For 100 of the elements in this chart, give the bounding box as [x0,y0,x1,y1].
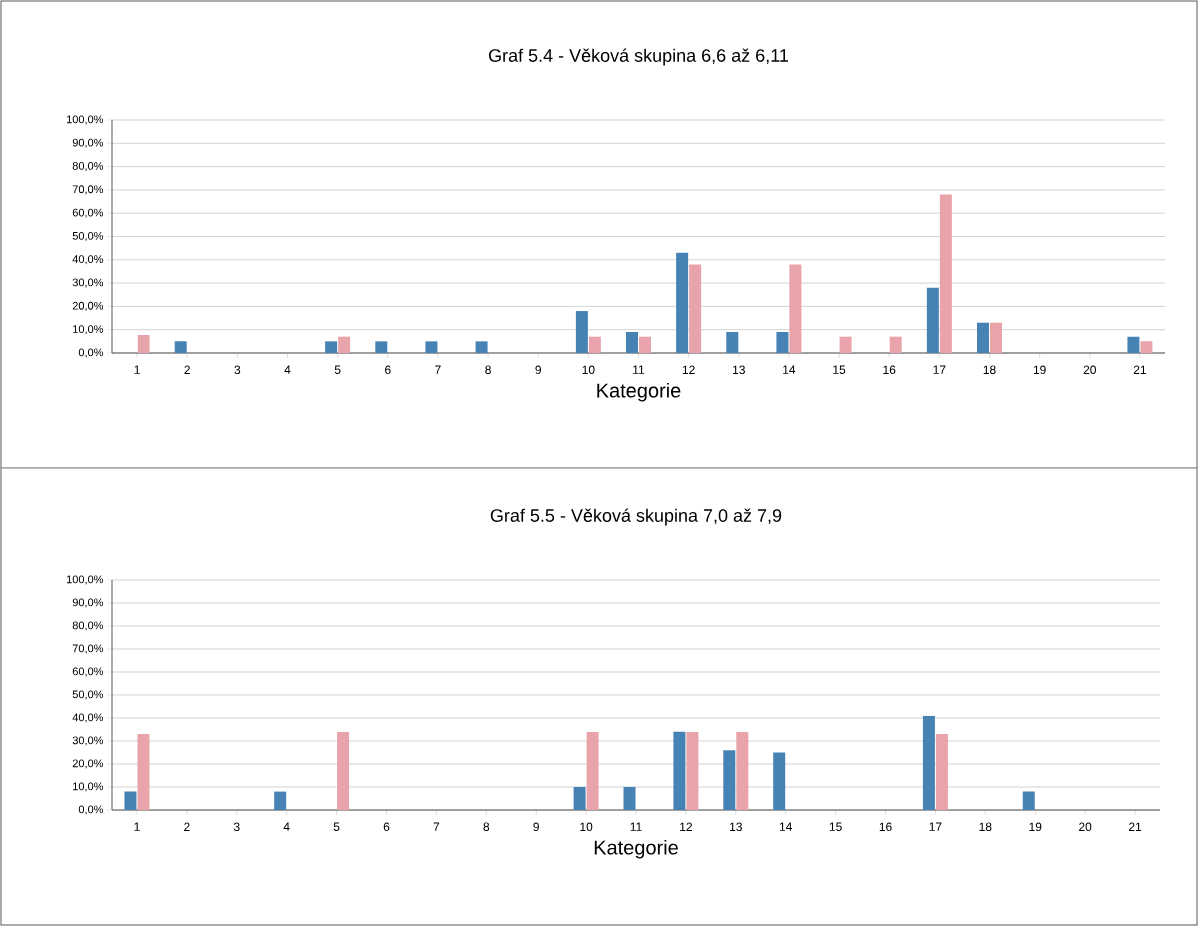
x-tick-label: 4 [283,822,290,831]
x-tick-label: 16 [879,822,892,832]
bar [375,341,388,353]
y-tick-label: 90,0% [72,598,104,608]
x-axis-title: Kategorie [594,839,678,859]
x-tick-label: 11 [630,822,642,831]
bar [325,341,338,353]
x-tick-label: 19 [1029,822,1042,832]
x-tick-label: 20 [1079,822,1092,832]
bar [935,734,948,810]
bar [573,787,586,810]
x-axis-title: Kategorie [597,382,681,402]
y-tick-label: 0,0% [78,805,104,815]
bar [676,252,689,353]
y-tick-label: 100,0% [66,115,104,125]
x-tick-label: 9 [535,365,541,375]
x-tick-label: 21 [1128,822,1142,831]
chart-title: Graf 5.5 - Věková skupina 7,0 až 7,9 [490,508,782,526]
x-tick-label: 13 [733,365,745,375]
y-tick-label: 40,0% [72,255,104,265]
x-tick-label: 7 [435,365,441,374]
y-tick-label: 0,0% [78,348,104,358]
bar [137,734,150,810]
bar [990,322,1002,353]
x-tick-label: 11 [633,365,645,374]
x-tick-label: 12 [680,822,692,831]
x-tick-label: 7 [433,822,440,831]
y-tick-label: 70,0% [72,644,104,654]
y-tick-label: 50,0% [72,231,104,242]
x-tick-label: 19 [1033,365,1046,375]
bar [726,332,739,353]
y-tick-label: 70,0% [72,185,104,195]
x-tick-label: 14 [779,822,793,831]
x-tick-label: 4 [284,365,291,374]
bar [686,731,699,810]
x-tick-label: 12 [682,365,695,374]
bar [789,264,802,353]
bar [338,336,351,353]
y-tick-label: 10,0% [73,782,104,792]
y-tick-label: 80,0% [72,162,104,172]
bar [124,791,137,810]
bar [1127,336,1140,353]
x-tick-label: 2 [184,365,190,374]
bar [137,335,150,353]
bar [889,336,902,353]
x-tick-label: 17 [929,822,942,831]
bar [922,715,935,810]
y-tick-label: 80,0% [72,621,104,631]
bar [425,341,438,353]
x-tick-label: 3 [233,822,240,832]
x-tick-label: 3 [234,365,241,375]
y-tick-label: 30,0% [72,736,104,746]
x-tick-label: 1 [134,365,140,374]
x-tick-label: 14 [783,365,796,374]
x-tick-label: 17 [933,365,946,374]
bar [623,787,636,810]
bar [723,750,736,810]
x-tick-label: 18 [979,822,992,832]
y-tick-label: 60,0% [72,667,104,677]
bar [977,322,989,353]
y-tick-label: 30,0% [72,278,104,288]
y-tick-label: 20,0% [72,759,104,769]
bar [588,336,601,353]
y-tick-label: 60,0% [72,208,104,218]
y-tick-label: 20,0% [72,301,104,311]
bar [639,336,651,353]
x-tick-label: 15 [833,365,846,374]
x-tick-label: 13 [730,822,742,832]
chart-title: Graf 5.4 - Věková skupina 6,6 až 6,11 [488,48,789,66]
bar [773,752,786,810]
bar [586,731,599,810]
bar [839,336,852,353]
bar [174,341,187,353]
bar [575,311,588,353]
x-tick-label: 1 [134,822,140,831]
x-tick-label: 10 [582,365,595,375]
bar [475,341,488,353]
bar [776,332,789,353]
y-tick-label: 10,0% [73,325,104,335]
x-tick-label: 18 [983,365,996,375]
bar [939,194,952,353]
x-tick-label: 2 [184,822,190,831]
x-tick-label: 8 [483,822,490,832]
x-tick-label: 8 [485,365,491,375]
bar [689,264,702,353]
x-tick-label: 9 [533,822,539,832]
bar [274,791,287,810]
x-tick-label: 5 [334,365,341,374]
x-tick-label: 16 [883,365,896,375]
bar [736,731,749,810]
x-tick-label: 20 [1083,365,1096,375]
x-tick-label: 10 [580,822,593,832]
y-tick-label: 90,0% [72,138,104,148]
y-tick-label: 50,0% [72,690,104,700]
x-tick-label: 6 [385,365,391,375]
bar [1022,791,1035,810]
bar [1140,341,1153,353]
x-tick-label: 15 [829,822,842,831]
bar [673,731,686,810]
x-tick-label: 6 [383,822,390,832]
